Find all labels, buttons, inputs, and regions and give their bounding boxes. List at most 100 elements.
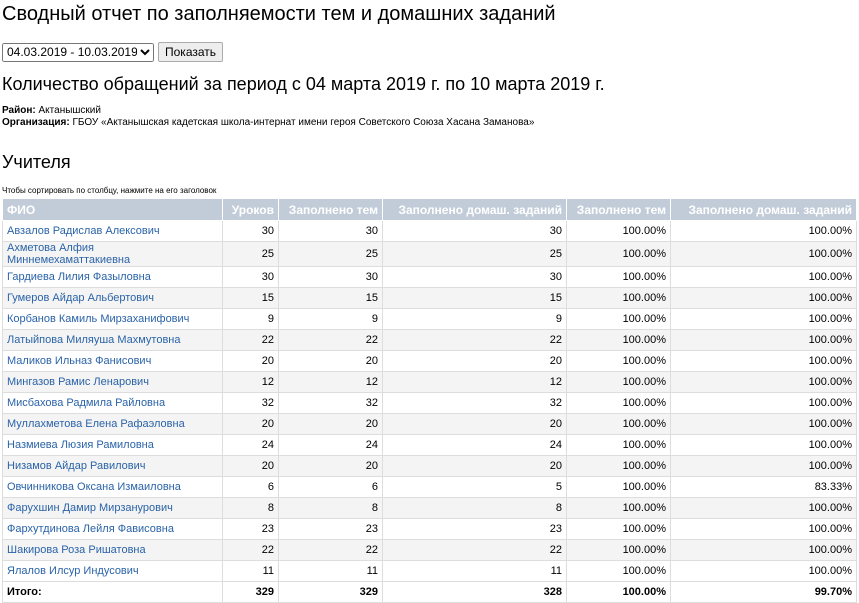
table-row: Мисбахова Радмила Райловна 32 32 32 100.00% 1… bbox=[2, 392, 857, 414]
teacher-link[interactable]: Гардиева Лилия Фазыловна bbox=[7, 271, 151, 283]
column-header[interactable]: Уроков bbox=[222, 198, 279, 221]
column-header[interactable]: Заполнено тем bbox=[278, 198, 383, 221]
teacher-link[interactable]: Шакирова Роза Ришатовна bbox=[7, 544, 146, 556]
table-row: Гардиева Лилия Фазыловна 30 30 30 100.00% 100… bbox=[2, 266, 857, 288]
period-select[interactable]: 04.03.2019 - 10.03.2019 bbox=[2, 42, 154, 62]
table-row: Ялалов Илсур Индусович 11 11 11 100.00% 100.0… bbox=[2, 560, 857, 582]
show-button[interactable]: Показать bbox=[158, 42, 224, 62]
teacher-link[interactable]: Фарухшин Дамир Мирзанурович bbox=[7, 502, 173, 514]
column-header[interactable]: Заполнено домаш. заданий bbox=[382, 198, 567, 221]
teacher-link[interactable]: Низамов Айдар Равилович bbox=[7, 460, 146, 472]
value-cell: 20 bbox=[222, 350, 279, 372]
teacher-link[interactable]: Ялалов Илсур Индусович bbox=[7, 565, 139, 577]
teacher-name-cell: Низамов Айдар Равилович bbox=[2, 455, 223, 477]
teacher-name-cell: Мисбахова Радмила Райловна bbox=[2, 392, 223, 414]
teachers-table: ФИО Уроков Заполнено тем Заполнено домаш. з… bbox=[2, 198, 857, 603]
value-cell: 5 bbox=[382, 476, 567, 498]
value-cell: 20 bbox=[382, 455, 567, 477]
teacher-link[interactable]: Ахметова Алфия Миннемехаматтакиевна bbox=[7, 242, 131, 266]
teacher-name-cell: Овчинникова Оксана Измаиловна bbox=[2, 476, 223, 498]
teacher-link[interactable]: Корбанов Камиль Мирзаханифович bbox=[7, 313, 190, 325]
teacher-link[interactable]: Латыйпова Миляуша Махмутовна bbox=[7, 334, 181, 346]
table-row: Гумеров Айдар Альбертович 15 15 15 100.00% 10… bbox=[2, 287, 857, 309]
table-row: Назмиева Люзия Рамиловна 24 24 24 100.00% 100… bbox=[2, 434, 857, 456]
teacher-link[interactable]: Овчинникова Оксана Измаиловна bbox=[7, 481, 181, 493]
report-subtitle: Количество обращений за период с 04 март… bbox=[2, 74, 605, 94]
value-cell: 100.00% bbox=[670, 434, 857, 456]
teacher-link[interactable]: Мисбахова Радмила Райловна bbox=[7, 397, 166, 409]
value-cell: 23 bbox=[222, 518, 279, 540]
column-header[interactable]: ФИО bbox=[2, 198, 223, 221]
total-cell: 328 bbox=[382, 581, 567, 603]
teacher-name-cell: Мингазов Рамис Ленарович bbox=[2, 371, 223, 393]
value-cell: 8 bbox=[222, 497, 279, 519]
value-cell: 20 bbox=[278, 455, 383, 477]
total-cell: 99.70% bbox=[670, 581, 857, 603]
table-row: Низамов Айдар Равилович 20 20 20 100.00% 100.… bbox=[2, 455, 857, 477]
value-cell: 100.00% bbox=[670, 539, 857, 561]
teacher-name-cell: Латыйпова Миляуша Махмутовна bbox=[2, 329, 223, 351]
value-cell: 32 bbox=[222, 392, 279, 414]
value-cell: 11 bbox=[222, 560, 279, 582]
value-cell: 100.00% bbox=[566, 518, 671, 540]
value-cell: 100.00% bbox=[566, 241, 671, 267]
value-cell: 22 bbox=[222, 539, 279, 561]
total-row: Итого: 329 329 328 100.00% 99.70% bbox=[2, 581, 857, 603]
value-cell: 100.00% bbox=[566, 308, 671, 330]
value-cell: 9 bbox=[382, 308, 567, 330]
teacher-name-cell: Ялалов Илсур Индусович bbox=[2, 560, 223, 582]
value-cell: 100.00% bbox=[670, 560, 857, 582]
value-cell: 100.00% bbox=[670, 497, 857, 519]
value-cell: 25 bbox=[382, 241, 567, 267]
value-cell: 6 bbox=[222, 476, 279, 498]
column-header[interactable]: Заполнено домаш. заданий bbox=[670, 198, 857, 221]
teacher-name-cell: Назмиева Люзия Рамиловна bbox=[2, 434, 223, 456]
value-cell: 32 bbox=[382, 392, 567, 414]
teacher-link[interactable]: Фархутдинова Лейля Фависовна bbox=[7, 523, 174, 535]
teacher-link[interactable]: Гумеров Айдар Альбертович bbox=[7, 292, 155, 304]
value-cell: 22 bbox=[222, 329, 279, 351]
value-cell: 100.00% bbox=[670, 266, 857, 288]
column-header[interactable]: Заполнено тем bbox=[566, 198, 671, 221]
value-cell: 22 bbox=[382, 539, 567, 561]
teacher-link[interactable]: Муллахметова Елена Рафаэловна bbox=[7, 418, 185, 430]
value-cell: 9 bbox=[222, 308, 279, 330]
value-cell: 100.00% bbox=[670, 413, 857, 435]
value-cell: 100.00% bbox=[566, 371, 671, 393]
value-cell: 22 bbox=[382, 329, 567, 351]
table-row: Авзалов Радислав Алексович 30 30 30 100.00% 1… bbox=[2, 220, 857, 242]
value-cell: 30 bbox=[222, 220, 279, 242]
teacher-link[interactable]: Назмиева Люзия Рамиловна bbox=[7, 439, 154, 451]
table-row: Маликов Ильназ Фанисович 20 20 20 100.00% 100… bbox=[2, 350, 857, 372]
value-cell: 100.00% bbox=[566, 392, 671, 414]
value-cell: 100.00% bbox=[670, 220, 857, 242]
table-row: Овчинникова Оксана Измаиловна 6 6 5 100.00% 8… bbox=[2, 476, 857, 498]
value-cell: 100.00% bbox=[566, 220, 671, 242]
teacher-name-cell: Ахметова Алфия Миннемехаматтакиевна bbox=[2, 241, 223, 267]
table-row: Мингазов Рамис Ленарович 12 12 12 100.00% 100… bbox=[2, 371, 857, 393]
teacher-link[interactable]: Маликов Ильназ Фанисович bbox=[7, 355, 152, 367]
teacher-name-cell: Гардиева Лилия Фазыловна bbox=[2, 266, 223, 288]
value-cell: 100.00% bbox=[670, 455, 857, 477]
value-cell: 11 bbox=[278, 560, 383, 582]
table-row: Муллахметова Елена Рафаэловна 20 20 20 100.0… bbox=[2, 413, 857, 435]
table-row: Фарухшин Дамир Мирзанурович 8 8 8 100.00% 100… bbox=[2, 497, 857, 519]
org-label: Организация: bbox=[2, 117, 70, 128]
teacher-link[interactable]: Мингазов Рамис Ленарович bbox=[7, 376, 149, 388]
table-row: Шакирова Роза Ришатовна 22 22 22 100.00% 100.… bbox=[2, 539, 857, 561]
value-cell: 20 bbox=[278, 413, 383, 435]
value-cell: 15 bbox=[222, 287, 279, 309]
total-cell: 100.00% bbox=[566, 581, 671, 603]
value-cell: 23 bbox=[382, 518, 567, 540]
value-cell: 30 bbox=[222, 266, 279, 288]
value-cell: 24 bbox=[278, 434, 383, 456]
value-cell: 100.00% bbox=[670, 308, 857, 330]
value-cell: 24 bbox=[382, 434, 567, 456]
value-cell: 100.00% bbox=[566, 434, 671, 456]
teacher-name-cell: Фархутдинова Лейля Фависовна bbox=[2, 518, 223, 540]
teacher-link[interactable]: Авзалов Радислав Алексович bbox=[7, 225, 160, 237]
value-cell: 32 bbox=[278, 392, 383, 414]
org-value: ГБОУ «Актанышская кадетская школа-интерн… bbox=[72, 117, 535, 128]
page-title: Сводный отчет по заполняемости тем и дом… bbox=[2, 3, 556, 25]
value-cell: 100.00% bbox=[566, 329, 671, 351]
